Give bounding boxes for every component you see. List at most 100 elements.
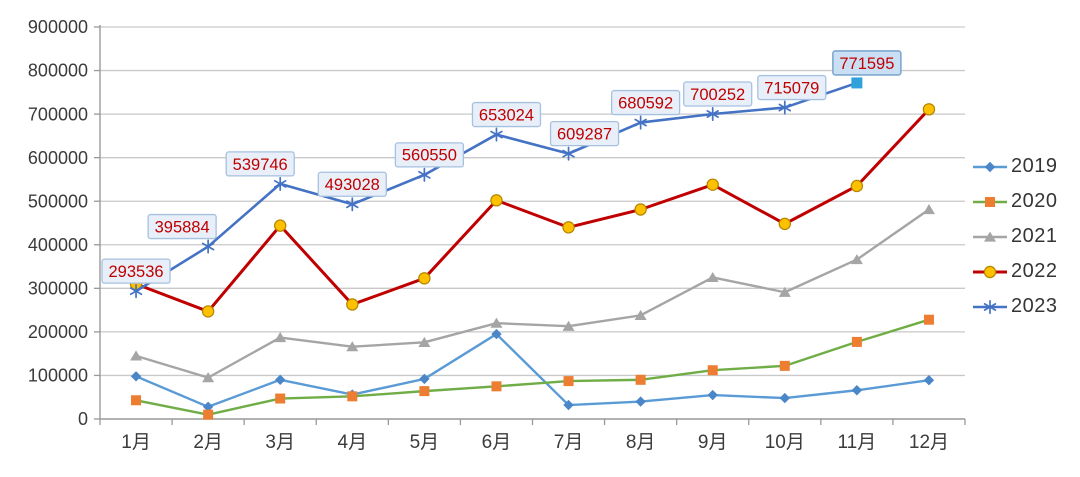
legend-marker-2022 (973, 265, 1007, 278)
data-point-2022-4月 (346, 298, 359, 311)
data-label-text: 700252 (690, 86, 745, 104)
data-label-text: 771595 (839, 55, 894, 73)
data-point-2021-6月 (490, 317, 503, 328)
data-point-2020-1月 (131, 395, 142, 406)
data-point-2021-1月 (130, 350, 143, 361)
data-point-2019-11月 (851, 385, 863, 396)
data-label-box (101, 258, 171, 284)
data-label-2023-8月: 680592 (610, 89, 681, 116)
legend-marker-glyph (984, 231, 996, 242)
data-point-2021-5月 (418, 336, 431, 347)
data-point-2022-7月 (562, 221, 575, 234)
y-axis-label: 900000 (28, 17, 88, 37)
data-point-2020-2月 (203, 409, 214, 420)
data-point-2023-8月 (634, 115, 647, 130)
data-point-2020-11月 (851, 336, 862, 347)
data-point-2023-9月 (706, 106, 719, 122)
series-line-2019 (134, 332, 931, 409)
y-axis-label: 0 (78, 409, 88, 429)
data-label-text: 560550 (402, 147, 457, 165)
series-2020 (131, 314, 934, 420)
chart-legend: 2019 2020 2021 2022 2023 (972, 155, 1058, 318)
x-axis-label: 6月 (482, 432, 512, 453)
x-axis-label: 12月 (909, 432, 949, 453)
legend-marker-2023 (973, 299, 1007, 314)
data-point-2021-2月 (202, 372, 215, 383)
data-label-box (394, 142, 465, 168)
data-point-2021-4月 (346, 341, 359, 352)
data-point-2019-2月 (202, 401, 214, 413)
data-point-2019-9月 (707, 389, 718, 401)
data-point-2021-12月 (922, 203, 935, 215)
legend-marker-glyph (984, 161, 996, 172)
series-2019 (130, 328, 935, 413)
data-point-2021-9月 (706, 271, 719, 283)
data-label-2023-2月: 395884 (147, 213, 217, 240)
data-label-2023-4月: 493028 (317, 171, 387, 197)
data-point-2020-6月 (491, 381, 502, 392)
data-label-text: 609287 (557, 125, 612, 143)
data-label-text: 395884 (155, 218, 210, 236)
legend-item-2023: 2023 (972, 295, 1058, 318)
data-point-2023-10月 (778, 100, 792, 115)
x-axis-label: 5月 (410, 432, 440, 453)
data-point-2019-5月 (419, 373, 430, 385)
data-label-box (147, 213, 217, 240)
y-axis-label: 600000 (28, 148, 88, 168)
data-point-2022-8月 (634, 203, 647, 216)
data-label-box (683, 81, 753, 107)
legend-label-2022: 2022 (1011, 260, 1058, 282)
data-point-2023-1月 (129, 284, 143, 299)
legend-item-2022: 2022 (972, 260, 1058, 283)
x-axis-label: 8月 (626, 432, 656, 453)
legend-marker-glyph (983, 299, 997, 314)
data-point-2019-8月 (635, 396, 646, 407)
series-line-2020 (134, 318, 931, 416)
data-point-2021-10月 (778, 286, 791, 297)
data-label-2023-7月: 609287 (549, 120, 620, 147)
data-point-2022-5月 (418, 272, 431, 285)
series-2023 (129, 77, 863, 299)
data-label-box (757, 74, 827, 101)
legend-item-2019: 2019 (972, 155, 1058, 178)
data-point-2019-6月 (491, 328, 502, 340)
data-label-2023-6月: 653024 (471, 101, 542, 128)
data-label-text: 715079 (764, 79, 819, 97)
legend-item-2020: 2020 (972, 190, 1058, 213)
data-point-2019-7月 (563, 399, 574, 411)
x-axis-label: 4月 (338, 432, 368, 453)
legend-marker-2020 (973, 196, 1007, 207)
data-point-2023-4月 (346, 197, 359, 212)
data-point-2019-3月 (275, 374, 286, 385)
data-point-2020-8月 (635, 374, 646, 385)
data-point-2022-10月 (778, 217, 791, 231)
x-axis-label: 2月 (193, 432, 223, 453)
data-point-2021-7月 (562, 320, 575, 331)
data-point-2020-7月 (563, 376, 574, 387)
data-point-2022-2月 (201, 305, 215, 318)
x-axis-label: 7月 (554, 432, 584, 453)
data-point-2023-11月 (851, 77, 863, 89)
legend-label-2023: 2023 (1011, 295, 1058, 317)
data-label-2023-10月: 715079 (757, 74, 827, 101)
data-label-box (317, 171, 387, 197)
data-point-2020-4月 (347, 391, 358, 402)
x-axis-label: 10月 (765, 432, 805, 453)
data-label-box (832, 50, 902, 76)
legend-marker-2019 (973, 161, 1007, 172)
data-label-box (549, 120, 620, 147)
series-line-2022 (134, 107, 931, 313)
data-point-2020-3月 (275, 393, 286, 404)
data-point-2022-9月 (706, 178, 719, 191)
x-axis-label: 9月 (698, 432, 728, 453)
x-axis-label: 1月 (121, 432, 151, 453)
data-point-2019-12月 (923, 375, 935, 386)
y-axis-label: 400000 (28, 235, 88, 255)
legend-label-2021: 2021 (1011, 225, 1058, 247)
data-point-2023-6月 (490, 127, 503, 142)
data-point-2023-2月 (201, 239, 215, 254)
data-point-2021-8月 (634, 309, 647, 320)
x-axis-label: 3月 (265, 432, 295, 453)
